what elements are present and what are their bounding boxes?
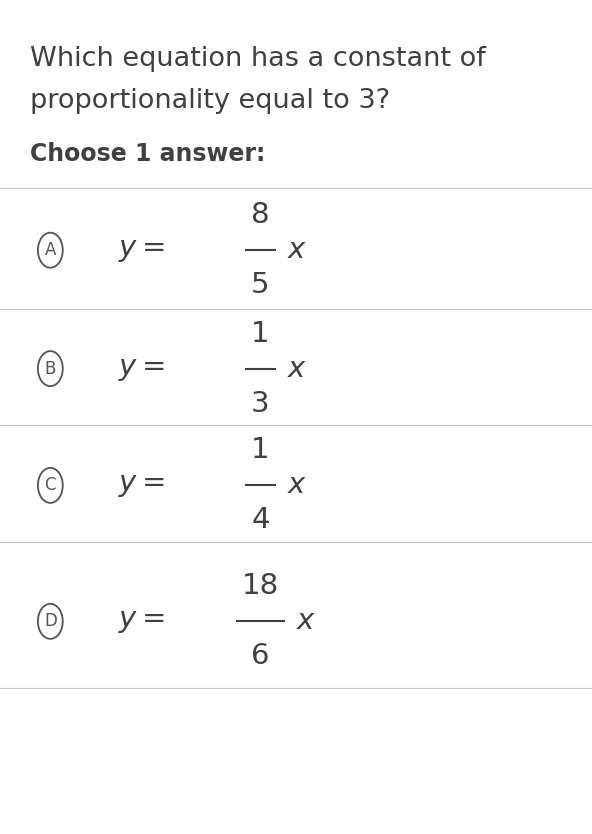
Text: C: C: [44, 476, 56, 495]
Text: $y=$: $y=$: [118, 236, 165, 264]
Text: A: A: [44, 241, 56, 259]
Text: $x$: $x$: [287, 471, 307, 500]
Text: $x$: $x$: [296, 607, 316, 636]
Text: $y=$: $y=$: [118, 607, 165, 636]
Text: $x$: $x$: [287, 236, 307, 264]
Text: 4: 4: [251, 506, 270, 535]
Text: Which equation has a constant of: Which equation has a constant of: [30, 46, 485, 72]
Text: 1: 1: [251, 436, 270, 465]
Text: $y=$: $y=$: [118, 471, 165, 500]
Text: 1: 1: [251, 319, 270, 348]
Text: 18: 18: [242, 572, 279, 600]
Text: 5: 5: [251, 271, 270, 299]
Text: $x$: $x$: [287, 354, 307, 383]
Text: D: D: [44, 612, 57, 631]
Text: 8: 8: [251, 201, 270, 229]
Text: $y=$: $y=$: [118, 354, 165, 383]
Text: proportionality equal to 3?: proportionality equal to 3?: [30, 88, 390, 113]
Text: 3: 3: [251, 389, 270, 418]
Text: B: B: [44, 359, 56, 378]
Text: 6: 6: [251, 642, 270, 671]
Text: Choose 1 answer:: Choose 1 answer:: [30, 142, 265, 166]
